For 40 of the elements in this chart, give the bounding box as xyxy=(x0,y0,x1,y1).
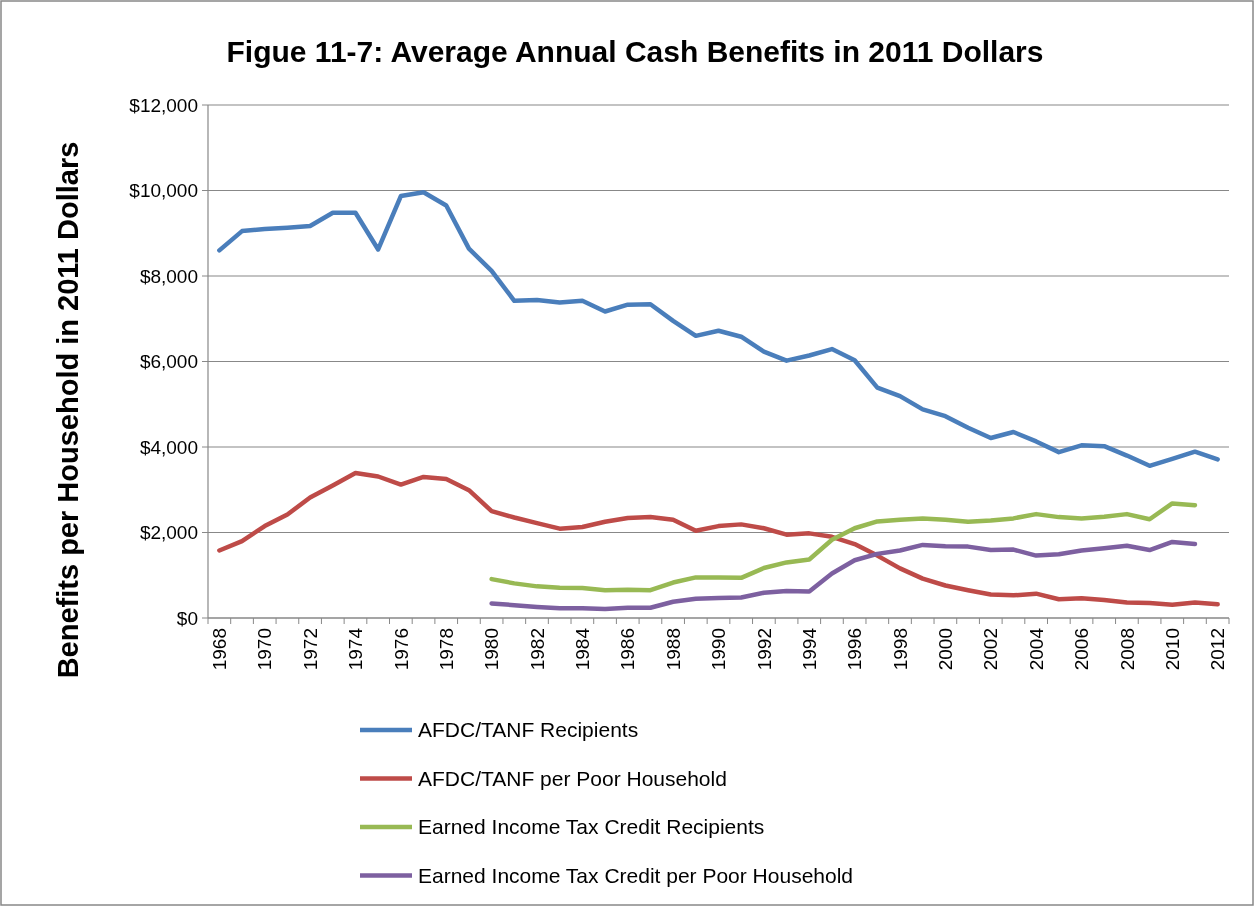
x-tick-label: 2006 xyxy=(1071,628,1093,671)
x-tick-label: 2000 xyxy=(935,628,957,671)
x-tick-label: 1968 xyxy=(208,628,230,671)
x-tick-label: 2004 xyxy=(1025,627,1047,671)
line-series xyxy=(217,189,1220,469)
legend-label: Earned Income Tax Credit Recipients xyxy=(418,815,765,839)
y-tick-label: $8,000 xyxy=(139,265,198,287)
y-tick-label: $4,000 xyxy=(139,436,198,458)
y-tick-label: $6,000 xyxy=(139,351,198,373)
y-tick-label: $10,000 xyxy=(129,180,198,202)
y-tick-label: $2,000 xyxy=(139,522,198,544)
x-tick-label: 1976 xyxy=(390,628,412,671)
x-tick-label: 2008 xyxy=(1116,628,1138,671)
line-series xyxy=(489,501,1198,593)
x-tick-label: 1980 xyxy=(481,628,503,671)
line-series xyxy=(489,539,1198,612)
x-tick-label: 1992 xyxy=(753,628,775,671)
legend-label: AFDC/TANF per Poor Household xyxy=(418,766,727,790)
y-tick-label: $0 xyxy=(176,607,198,629)
x-tick-label: 1982 xyxy=(526,628,548,671)
x-tick-label: 2002 xyxy=(980,628,1002,671)
x-tick-label: 1996 xyxy=(844,628,866,671)
x-tick-label: 1984 xyxy=(572,627,594,671)
legend-label: Earned Income Tax Credit per Poor Household xyxy=(418,863,854,887)
chart-title: Figue 11-7: Average Annual Cash Benefits in 2011 Dollars xyxy=(226,35,1044,68)
x-tick-label: 1988 xyxy=(662,628,684,671)
x-tick-label: 1974 xyxy=(345,627,367,671)
x-tick-label: 1986 xyxy=(617,628,639,671)
x-tick-label: 1970 xyxy=(254,628,276,671)
legend-label: AFDC/TANF Recipients xyxy=(418,718,639,742)
x-tick-label: 1990 xyxy=(708,628,730,671)
x-tick-label: 1972 xyxy=(299,628,321,671)
x-tick-label: 1978 xyxy=(435,628,457,671)
y-axis-title: Benefits per Household in 2011 Dollars xyxy=(52,141,84,679)
x-tick-label: 2012 xyxy=(1207,628,1229,671)
x-tick-label: 1998 xyxy=(889,628,911,671)
x-tick-label: 2010 xyxy=(1161,628,1183,671)
y-tick-label: $12,000 xyxy=(129,94,198,116)
x-tick-label: 1994 xyxy=(798,627,820,671)
line-series xyxy=(217,470,1220,607)
